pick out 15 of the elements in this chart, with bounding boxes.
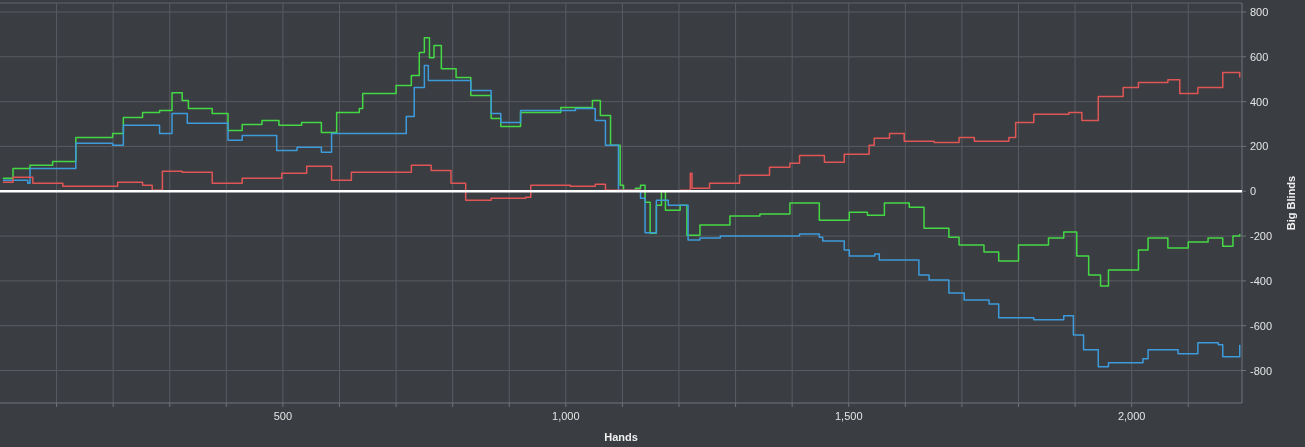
y-tick-label: -200 <box>1250 230 1273 243</box>
y-tick-label: 0 <box>1250 185 1257 198</box>
x-axis-title: Hands <box>604 431 638 443</box>
y-tick-label: -400 <box>1250 274 1273 287</box>
x-tick-label: 1,000 <box>552 410 580 422</box>
x-tick-label: 2,000 <box>1117 410 1146 422</box>
y-tick-label: -600 <box>1250 319 1273 332</box>
y-tick-label: 200 <box>1250 140 1269 153</box>
y-tick-label: 800 <box>1250 5 1269 18</box>
x-tick-label: 1,500 <box>834 410 863 422</box>
x-tick-label: 500 <box>273 410 293 422</box>
y-tick-label: -800 <box>1250 364 1273 377</box>
y-axis-title: Big Blinds <box>1285 175 1297 231</box>
y-tick-label: 400 <box>1250 95 1269 108</box>
y-tick-label: 600 <box>1250 50 1269 63</box>
